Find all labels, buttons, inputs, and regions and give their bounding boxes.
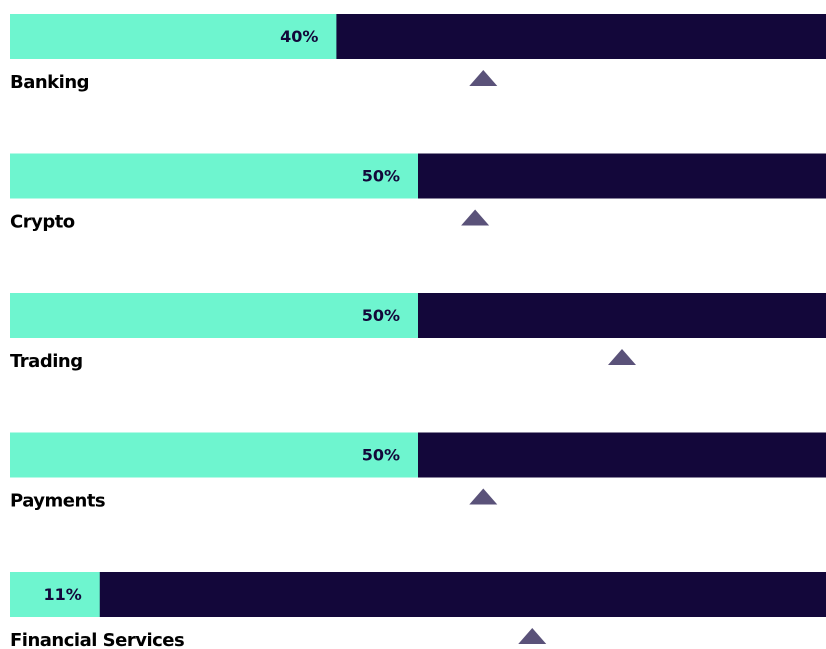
category-label: Crypto xyxy=(10,212,75,233)
marker xyxy=(518,628,547,644)
marker xyxy=(469,70,498,86)
value-label: 50% xyxy=(362,306,400,325)
bar xyxy=(10,572,100,617)
marker xyxy=(461,209,490,226)
marker xyxy=(608,349,636,365)
bar xyxy=(10,293,418,338)
bar xyxy=(10,432,418,478)
category-label: Trading xyxy=(10,351,83,372)
value-label: 11% xyxy=(43,585,81,604)
value-label: 50% xyxy=(362,167,400,186)
category-label: Banking xyxy=(10,72,89,93)
bar xyxy=(10,14,337,59)
bar xyxy=(10,153,418,199)
category-label: Payments xyxy=(10,491,105,512)
value-label: 50% xyxy=(362,446,400,465)
marker xyxy=(469,488,498,505)
value-label: 40% xyxy=(280,27,318,46)
category-label: Financial Services xyxy=(10,630,184,649)
bar-track xyxy=(10,572,826,617)
